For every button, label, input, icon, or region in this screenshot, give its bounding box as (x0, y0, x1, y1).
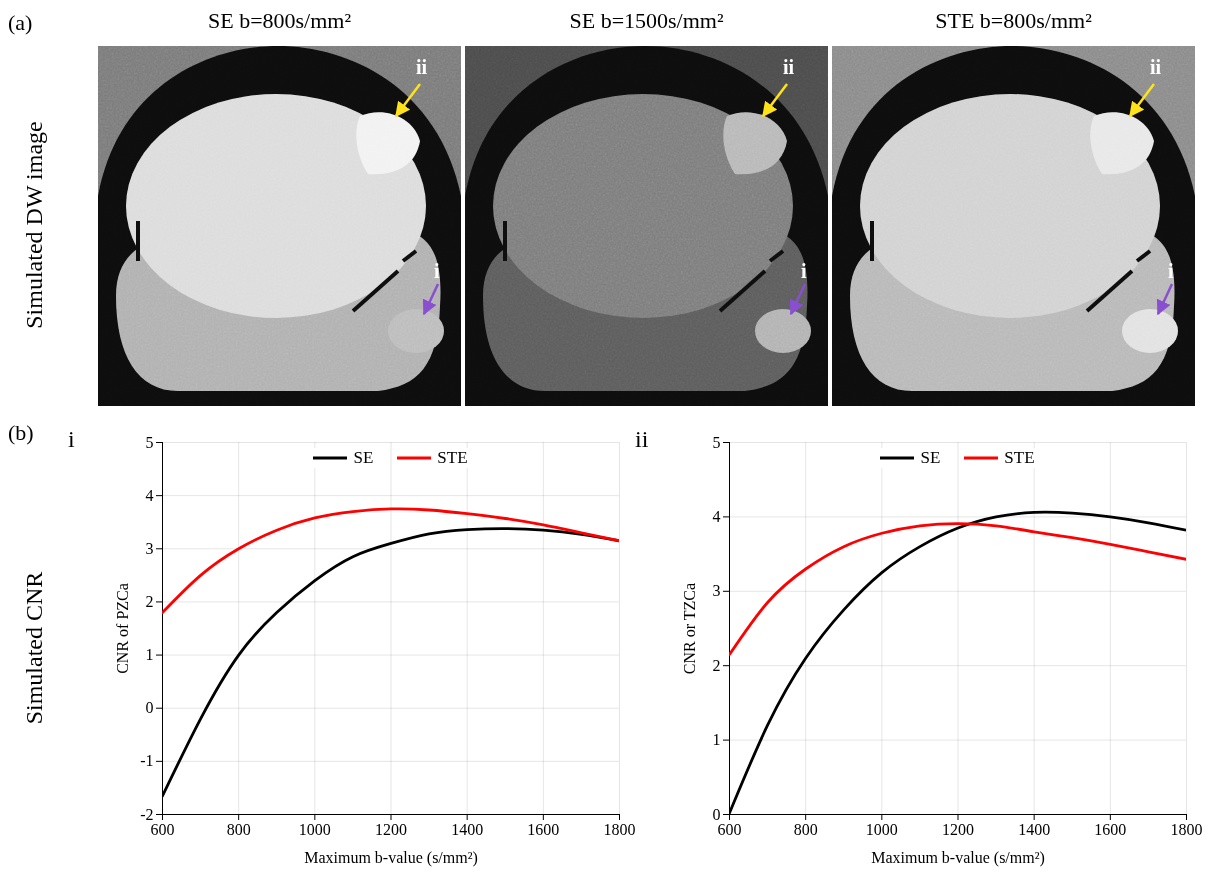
svg-text:1: 1 (146, 646, 154, 663)
html-text:ii: ii (635, 426, 649, 452)
svg-text:1800: 1800 (604, 821, 636, 838)
html-text:STE: STE (437, 448, 468, 467)
svg-text:ii: ii (416, 56, 428, 78)
html-text:Simulated DW image: Simulated DW image (20, 121, 47, 329)
svg-text:800: 800 (227, 821, 251, 838)
svg-text:5: 5 (713, 434, 721, 451)
svg-text:1: 1 (713, 731, 721, 748)
svg-text:CNR of PZCa: CNR of PZCa (114, 583, 131, 674)
svg-text:1600: 1600 (1094, 821, 1126, 838)
svg-text:4: 4 (146, 487, 154, 504)
svg-text:i: i (801, 260, 807, 282)
svg-text:600: 600 (718, 821, 742, 838)
html-text:SE b=800s/mm²: SE b=800s/mm² (208, 8, 351, 33)
svg-text:0: 0 (146, 699, 154, 716)
svg-text:1400: 1400 (1018, 821, 1050, 838)
svg-text:ii: ii (1150, 56, 1162, 78)
svg-text:1400: 1400 (451, 821, 483, 838)
svg-text:-1: -1 (140, 752, 153, 769)
svg-text:Maximum b-value (s/mm²): Maximum b-value (s/mm²) (304, 849, 478, 867)
svg-text:1000: 1000 (299, 821, 331, 838)
html-text:i: i (68, 426, 75, 452)
svg-text:4: 4 (713, 508, 721, 525)
html-text:Simulated CNR: Simulated CNR (20, 571, 47, 725)
svg-text:-2: -2 (140, 805, 154, 823)
svg-text:i: i (1168, 260, 1174, 282)
html-text:SE: SE (920, 448, 941, 467)
svg-text:i: i (434, 260, 440, 282)
svg-text:1800: 1800 (1171, 821, 1203, 838)
svg-text:800: 800 (794, 821, 818, 838)
svg-text:2: 2 (713, 657, 721, 674)
html-text:SE b=1500s/mm²: SE b=1500s/mm² (569, 8, 724, 33)
svg-text:CNR or TZCa: CNR or TZCa (681, 583, 698, 674)
svg-text:Maximum b-value (s/mm²): Maximum b-value (s/mm²) (871, 849, 1045, 867)
html-text:STE b=800s/mm²: STE b=800s/mm² (935, 8, 1092, 33)
svg-text:2: 2 (146, 593, 154, 610)
svg-text:3: 3 (146, 540, 154, 557)
svg-text:3: 3 (713, 582, 721, 599)
svg-text:0: 0 (712, 805, 721, 823)
svg-text:600: 600 (151, 821, 175, 838)
html-text:STE: STE (1004, 448, 1035, 467)
html-text:(a): (a) (8, 10, 33, 35)
svg-text:5: 5 (146, 434, 154, 451)
svg-text:1200: 1200 (375, 821, 407, 838)
html-text:(b): (b) (8, 420, 34, 445)
svg-text:1600: 1600 (527, 821, 559, 838)
svg-text:ii: ii (783, 56, 795, 78)
svg-text:1000: 1000 (866, 821, 898, 838)
svg-text:1200: 1200 (942, 821, 974, 838)
html-text:SE: SE (353, 448, 374, 467)
